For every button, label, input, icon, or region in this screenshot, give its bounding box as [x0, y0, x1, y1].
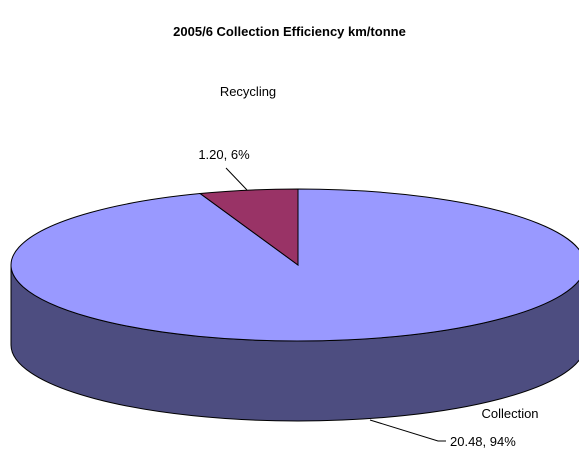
chart-title: 2005/6 Collection Efficiency km/tonne — [173, 24, 406, 39]
label-value-collection: 20.48, 94% — [450, 434, 516, 449]
leader-line-recycling — [225, 167, 248, 191]
label-value-recycling: 1.20, 6% — [198, 147, 250, 162]
slice-recycling — [198, 188, 299, 266]
label-category-recycling: Recycling — [220, 84, 276, 99]
label-category-collection: Collection — [481, 406, 538, 421]
leader-line-collection — [369, 419, 446, 442]
slice-collection — [10, 188, 579, 342]
